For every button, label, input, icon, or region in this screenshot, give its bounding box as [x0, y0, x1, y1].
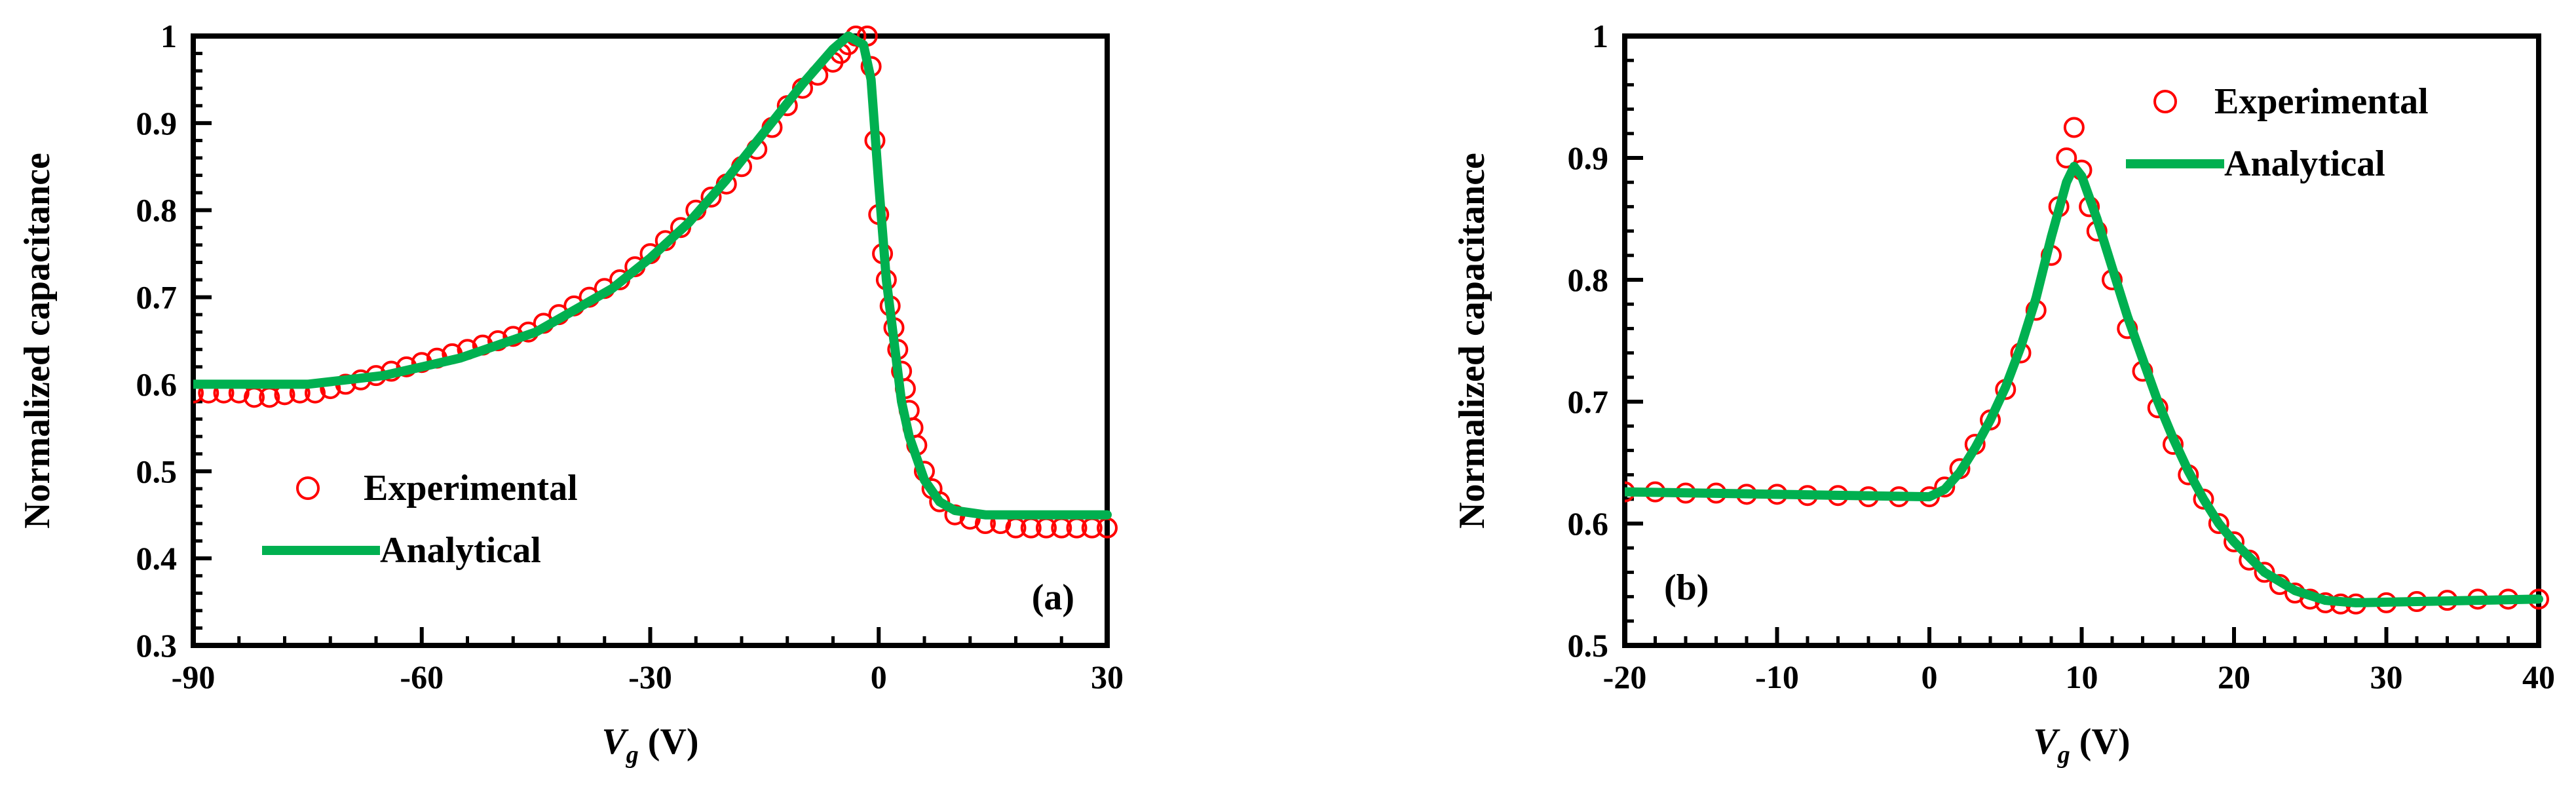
chart-panel-b: -20 -10 0 10 20 30 40 0.5 0.6 0.7 0.8 0.9 1 Normalize…	[1452, 18, 2555, 769]
experimental-point	[1934, 476, 1956, 498]
x-tick-label: -90	[172, 659, 216, 695]
y-tick-label: 0.6	[136, 366, 178, 402]
legend-experimental-label: Experimental	[2214, 81, 2429, 122]
y-tick-label: 0.5	[136, 453, 178, 489]
x-tick-label: 30	[1091, 659, 1124, 695]
legend: Experimental Analytical	[2126, 81, 2429, 184]
legend-analytical-label: Analytical	[380, 530, 541, 571]
plot-frame	[1622, 33, 2541, 648]
legend: Experimental Analytical	[262, 468, 578, 571]
x-tick-label: -20	[1603, 659, 1647, 695]
y-tick-label: 0.5	[1568, 627, 1609, 664]
legend-experimental-marker	[296, 476, 320, 500]
legend-analytical-label: Analytical	[2224, 144, 2385, 184]
experimental-series	[193, 26, 1118, 539]
y-tick-label: 0.8	[1568, 261, 1609, 298]
y-tick-label: 0.9	[136, 105, 178, 142]
x-tick-label: 0	[871, 659, 887, 695]
y-tick-label: 0.3	[136, 627, 178, 664]
y-axis-title: Normalized capacitance	[1452, 153, 1492, 529]
y-axis-title: Normalized capacitance	[17, 153, 58, 529]
x-tick-label: 0	[1922, 659, 1938, 695]
y-tick-label: 1	[1592, 18, 1608, 54]
experimental-point	[2208, 513, 2229, 534]
x-tick-label: -60	[400, 659, 444, 695]
y-tick-label: 0.8	[136, 192, 178, 229]
experimental-point	[700, 186, 722, 208]
analytical-line	[193, 31, 1112, 520]
x-tick-label: -30	[628, 659, 672, 695]
y-tick-label: 0.7	[1568, 383, 1609, 420]
x-axis-title: Vg (V)	[601, 721, 698, 769]
legend-experimental-label: Experimental	[364, 468, 578, 508]
experimental-point	[193, 382, 204, 404]
y-tick-label: 0.6	[1568, 505, 1609, 542]
experimental-point	[2254, 562, 2275, 583]
y-tick-label: 1	[161, 18, 177, 54]
panel-label: (a)	[1032, 577, 1074, 618]
experimental-series	[1625, 117, 2549, 615]
x-tick-label: 40	[2522, 659, 2555, 695]
x-tick-label: 20	[2218, 659, 2250, 695]
x-axis-title: Vg (V)	[2033, 721, 2130, 769]
y-tick-label: 0.7	[136, 279, 178, 316]
experimental-point	[2063, 117, 2085, 138]
x-tick-label: 30	[2370, 659, 2403, 695]
chart-panel-a: -90 -60 -30 0 30 0.3 0.4 0.5 0.6 0.7 0.8 0.9 1 Normal…	[17, 18, 1124, 769]
experimental-point	[2224, 531, 2245, 552]
legend-experimental-marker	[2153, 90, 2177, 113]
analytical-line	[1625, 162, 2543, 607]
y-tick-label: 0.9	[1568, 140, 1609, 176]
y-tick-label: 0.4	[136, 540, 178, 577]
x-tick-label: -10	[1755, 659, 1799, 695]
x-tick-label: 10	[2066, 659, 2098, 695]
panel-label: (b)	[1664, 567, 1709, 608]
experimental-point	[2056, 147, 2077, 168]
